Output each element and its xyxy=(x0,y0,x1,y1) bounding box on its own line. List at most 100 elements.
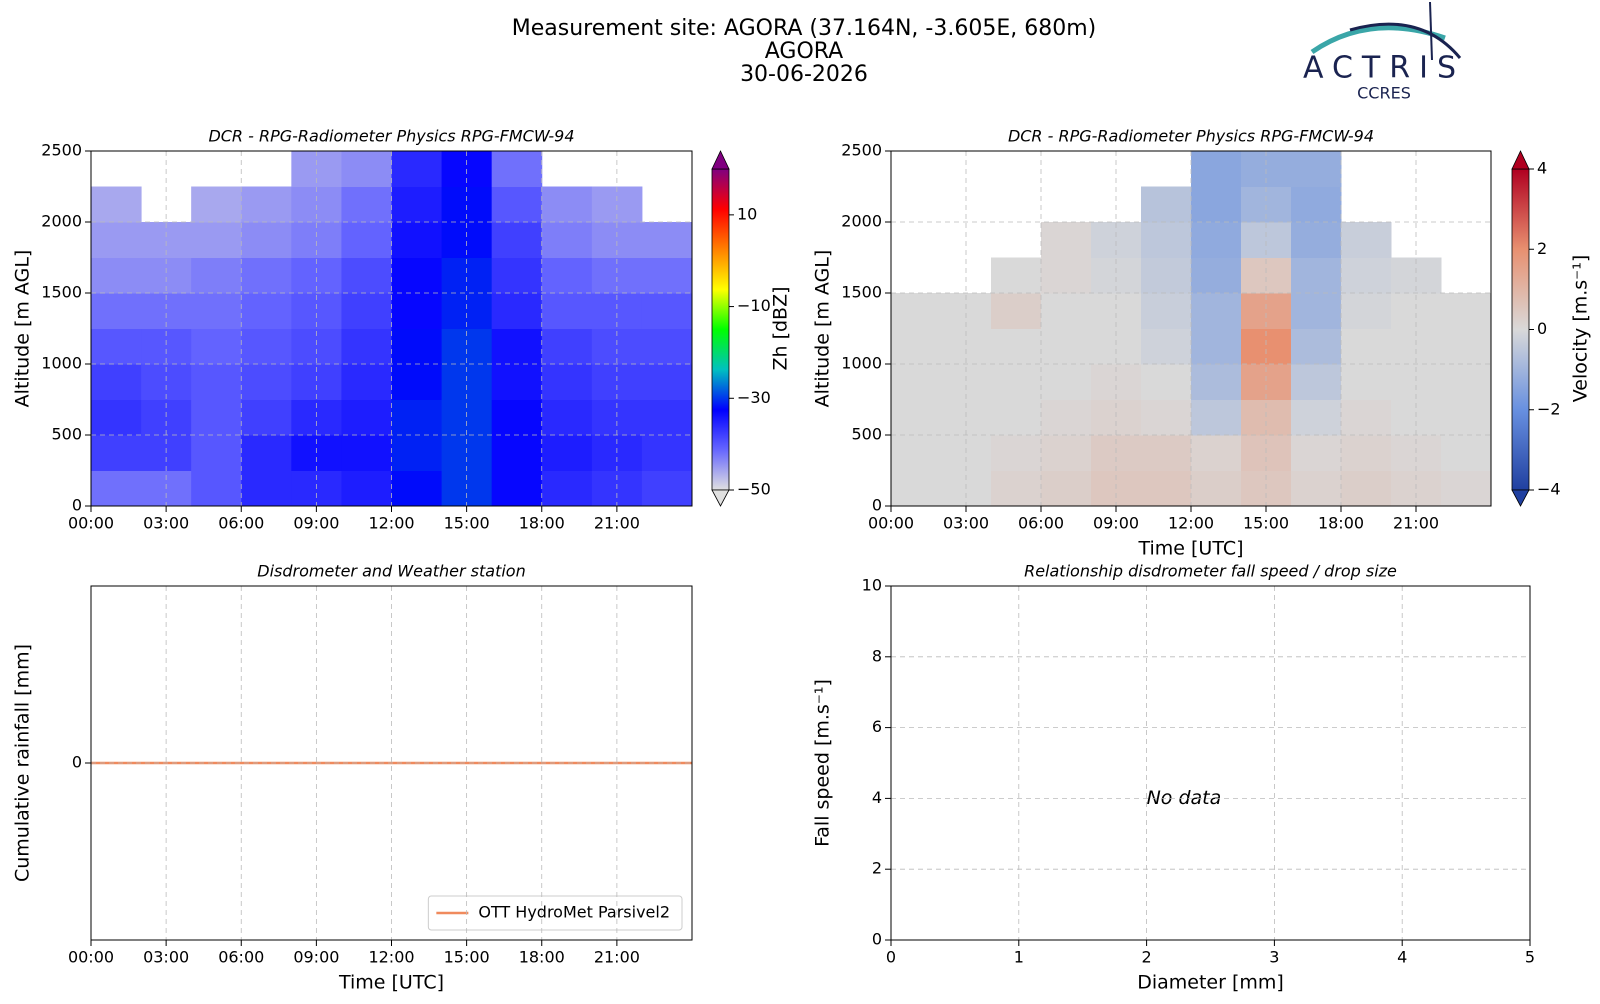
colorbar-extend xyxy=(711,489,730,507)
heatmap-cell xyxy=(1041,364,1092,400)
heatmap-cell xyxy=(1041,470,1092,507)
heatmap-cell xyxy=(391,435,443,471)
heatmap-cell xyxy=(341,328,392,365)
heatmap-cell xyxy=(1191,186,1242,223)
heatmap-cell xyxy=(341,222,392,258)
x-axis-label: Diameter [mm] xyxy=(1137,972,1284,994)
heatmap-cell xyxy=(491,151,543,187)
colorbar-extend xyxy=(1511,150,1530,170)
heatmap-cell xyxy=(1341,328,1392,365)
y-axis-label: Fall speed [m.s⁻¹] xyxy=(812,679,834,847)
colorbar-tick-label: −4 xyxy=(1537,480,1561,499)
heatmap-cell xyxy=(1041,328,1092,365)
heatmap-cell xyxy=(1141,364,1192,400)
heatmap-cell xyxy=(1141,222,1192,258)
heatmap-cell xyxy=(891,293,942,329)
y-tick-label: 2 xyxy=(872,859,882,878)
heatmap-cell xyxy=(541,222,593,258)
y-tick-label: 0 xyxy=(872,930,882,949)
colorbar-tick-label: −30 xyxy=(737,388,771,407)
logo-arc xyxy=(1349,22,1462,59)
heatmap-cell xyxy=(541,186,593,223)
heatmap-cell xyxy=(1291,470,1342,507)
heatmap-cell xyxy=(1441,399,1492,436)
heatmap-cell xyxy=(1441,293,1492,329)
heatmap-cell xyxy=(991,328,1042,365)
x-tick-label: 4 xyxy=(1397,948,1407,967)
heatmap-cell xyxy=(391,399,443,436)
heatmap-cell xyxy=(241,293,292,329)
heatmap-cell xyxy=(1341,399,1392,436)
heatmap-cell xyxy=(891,364,942,400)
x-tick-label: 06:00 xyxy=(218,948,264,967)
heatmap-cell xyxy=(491,293,543,329)
heatmap-cell xyxy=(1141,470,1192,507)
y-tick-label: 0 xyxy=(872,496,882,515)
x-tick-label: 06:00 xyxy=(218,514,264,533)
x-tick-label: 21:00 xyxy=(594,948,640,967)
heatmap-cell xyxy=(1041,399,1092,436)
colorbar xyxy=(1511,168,1530,491)
heatmap-cell xyxy=(1191,257,1242,294)
header-title: Measurement site: AGORA (37.164N, -3.605… xyxy=(512,16,1096,41)
heatmap-cell xyxy=(191,364,242,400)
heatmap-cell xyxy=(391,293,443,329)
heatmap-cell xyxy=(1341,470,1392,507)
colorbar-label: Velocity [m.s⁻¹] xyxy=(1570,255,1592,403)
heatmap-cell xyxy=(391,328,443,365)
logo-mast xyxy=(1429,1,1433,61)
heatmap-cell xyxy=(491,257,543,294)
x-tick-label: 21:00 xyxy=(594,514,640,533)
heatmap-cell xyxy=(341,151,392,187)
heatmap-cell xyxy=(641,364,693,400)
axes-frame xyxy=(890,585,1531,941)
heatmap-cell xyxy=(391,151,443,187)
subplot-title: Relationship disdrometer fall speed / dr… xyxy=(1024,562,1397,581)
colorbar-tick-label: −10 xyxy=(737,296,771,315)
legend-box xyxy=(427,895,683,931)
x-tick-label: 09:00 xyxy=(293,948,339,967)
heatmap-cell xyxy=(191,328,242,365)
x-tick-label: 15:00 xyxy=(1243,514,1289,533)
heatmap-cell xyxy=(1441,470,1492,507)
x-tick-label: 00:00 xyxy=(68,948,114,967)
y-tick-label: 2500 xyxy=(841,141,882,160)
logo-text: ACTRIS xyxy=(1303,51,1465,86)
y-tick-label: 2000 xyxy=(41,212,82,231)
heatmap-cell xyxy=(641,293,693,329)
y-tick-label: 0 xyxy=(72,753,82,772)
heatmap-cell xyxy=(641,399,693,436)
heatmap-cell xyxy=(191,435,242,471)
y-axis-label: Altitude [m AGL] xyxy=(12,250,34,408)
y-tick-label: 2500 xyxy=(41,141,82,160)
heatmap-cell xyxy=(1191,364,1242,400)
colorbar-tick-label: 0 xyxy=(1537,319,1547,338)
colorbar xyxy=(711,168,730,491)
heatmap-cell xyxy=(1191,328,1242,365)
heatmap-cell xyxy=(541,399,593,436)
colorbar-extend xyxy=(711,150,730,170)
heatmap-cell xyxy=(241,435,292,471)
y-tick-label: 4 xyxy=(872,788,882,807)
heatmap-cell xyxy=(91,293,142,329)
heatmap-cell xyxy=(1141,328,1192,365)
heatmap-cell xyxy=(1291,399,1342,436)
annotation: No data xyxy=(1147,787,1222,809)
axes-frame xyxy=(90,585,693,941)
x-tick-label: 12:00 xyxy=(368,514,414,533)
heatmap-cell xyxy=(1341,435,1392,471)
heatmap-cell xyxy=(491,470,543,507)
y-tick-label: 6 xyxy=(872,717,882,736)
colorbar-extend xyxy=(1511,489,1530,507)
heatmap-cell xyxy=(241,328,292,365)
heatmap-cell xyxy=(241,470,292,507)
heatmap-cell xyxy=(341,470,392,507)
heatmap-cell xyxy=(541,470,593,507)
heatmap-cell xyxy=(341,257,392,294)
heatmap-cell xyxy=(91,186,142,223)
heatmap-cell xyxy=(341,293,392,329)
heatmap-cell xyxy=(1291,328,1342,365)
heatmap-cell xyxy=(1441,364,1492,400)
heatmap-cell xyxy=(1341,257,1392,294)
heatmap-cell xyxy=(241,399,292,436)
